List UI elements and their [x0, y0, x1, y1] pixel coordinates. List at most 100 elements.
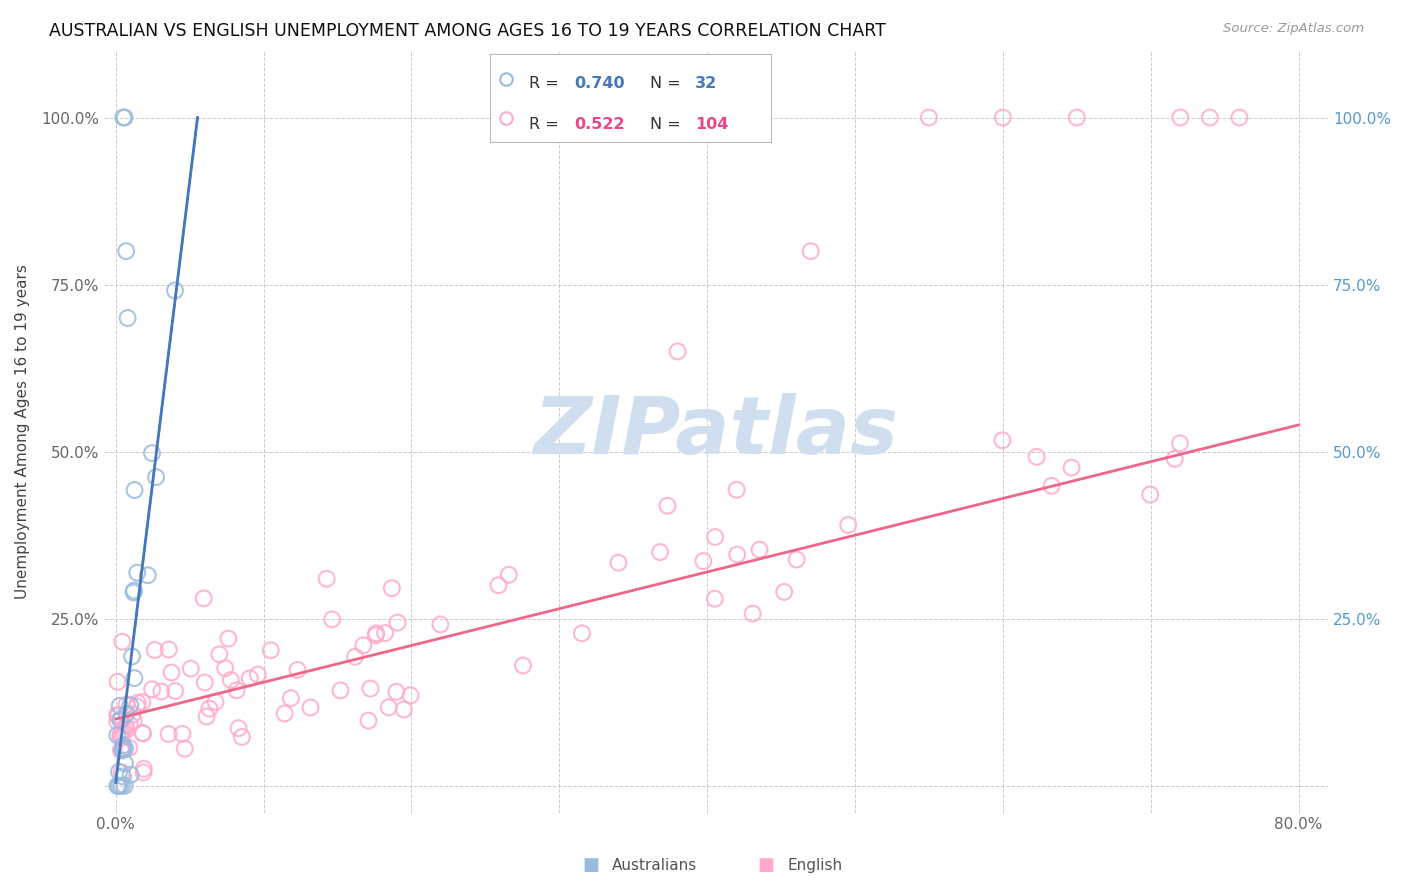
Point [165, 684, 187, 698]
Point [112, 739, 135, 753]
Point [132, 726, 155, 740]
Point [115, 698, 138, 712]
Point [217, 632, 239, 646]
Point [198, 701, 221, 715]
Point [111, 779, 134, 793]
Point [143, 643, 166, 657]
Point [1168, 436, 1191, 450]
Point [352, 638, 374, 652]
Point [692, 554, 714, 568]
Point [122, 585, 145, 599]
Point [1198, 111, 1220, 125]
Point [160, 665, 183, 680]
Point [108, 779, 131, 793]
Point [1164, 451, 1187, 466]
Point [607, 556, 630, 570]
Point [132, 762, 155, 776]
Point [127, 699, 149, 714]
Point [741, 607, 763, 621]
Point [1139, 487, 1161, 501]
Point [315, 572, 337, 586]
Point [157, 642, 180, 657]
Point [141, 682, 163, 697]
Point [193, 591, 215, 606]
Point [173, 741, 195, 756]
Point [105, 707, 128, 722]
Point [1060, 460, 1083, 475]
Point [571, 626, 593, 640]
Point [121, 707, 143, 722]
Point [786, 552, 808, 566]
Point [132, 726, 155, 740]
Point [112, 111, 135, 125]
Text: Australians: Australians [612, 858, 697, 872]
Point [392, 702, 415, 716]
Point [107, 779, 129, 793]
Point [666, 344, 689, 359]
Point [725, 483, 748, 497]
Point [429, 617, 451, 632]
Point [657, 499, 679, 513]
Point [157, 727, 180, 741]
Point [512, 658, 534, 673]
Point [225, 683, 247, 698]
Point [1168, 111, 1191, 125]
Point [180, 662, 202, 676]
Point [114, 756, 136, 771]
Point [273, 706, 295, 721]
Point [1066, 111, 1088, 125]
Text: ZIPatlas: ZIPatlas [533, 392, 898, 471]
Point [773, 585, 796, 599]
Point [231, 730, 253, 744]
Point [498, 567, 520, 582]
Point [105, 779, 128, 793]
Point [111, 743, 134, 757]
Point [648, 545, 671, 559]
Point [219, 673, 242, 687]
Point [246, 667, 269, 681]
Point [110, 731, 132, 745]
Point [115, 244, 138, 259]
Point [195, 709, 218, 723]
Text: English: English [787, 858, 842, 872]
Point [115, 706, 138, 721]
Point [127, 566, 149, 580]
Point [377, 700, 399, 714]
Text: Source: ZipAtlas.com: Source: ZipAtlas.com [1223, 22, 1364, 36]
Point [110, 713, 132, 727]
Point [127, 696, 149, 710]
Point [366, 626, 388, 640]
Point [105, 714, 128, 729]
Point [145, 470, 167, 484]
Point [385, 685, 408, 699]
Point [991, 434, 1014, 448]
Text: AUSTRALIAN VS ENGLISH UNEMPLOYMENT AMONG AGES 16 TO 19 YEARS CORRELATION CHART: AUSTRALIAN VS ENGLISH UNEMPLOYMENT AMONG… [49, 22, 886, 40]
Point [118, 740, 141, 755]
Point [114, 111, 136, 125]
Point [107, 674, 129, 689]
Point [703, 591, 725, 606]
Point [214, 661, 236, 675]
Point [118, 717, 141, 731]
Text: ■: ■ [758, 856, 775, 874]
Point [194, 675, 217, 690]
Point [239, 671, 262, 685]
Point [725, 548, 748, 562]
Point [112, 742, 135, 756]
Point [111, 726, 134, 740]
Point [748, 542, 770, 557]
Point [357, 714, 380, 728]
Point [141, 446, 163, 460]
Point [1040, 479, 1063, 493]
Point [122, 714, 145, 728]
Point [359, 681, 381, 696]
Point [115, 723, 138, 738]
Point [121, 649, 143, 664]
Point [111, 634, 134, 648]
Point [110, 728, 132, 742]
Point [105, 728, 128, 742]
Point [136, 568, 159, 582]
Point [120, 768, 142, 782]
Point [918, 111, 941, 125]
Y-axis label: Unemployment Among Ages 16 to 19 years: Unemployment Among Ages 16 to 19 years [15, 264, 30, 599]
